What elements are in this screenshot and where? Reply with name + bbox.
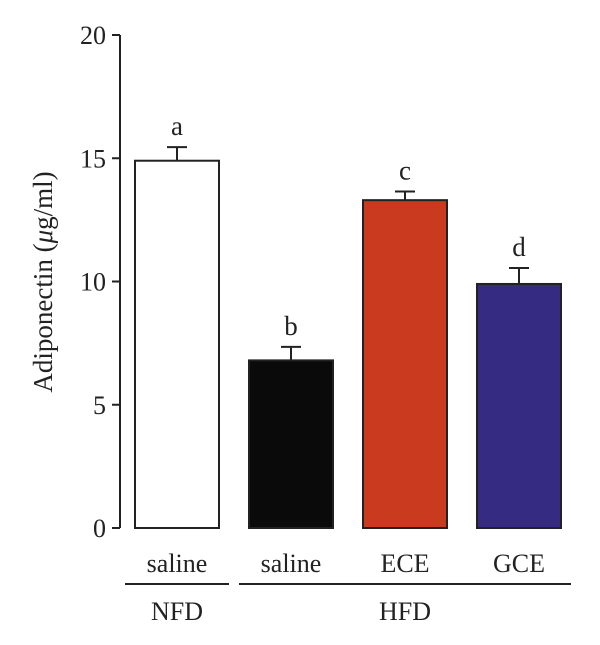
significance-letter: b <box>284 311 298 341</box>
y-tick-label: 20 <box>80 21 106 50</box>
error-bars <box>167 146 529 361</box>
group-label: NFD <box>151 597 203 626</box>
error-bar <box>167 146 187 161</box>
y-axis-label-unit: g/ml) <box>28 171 58 230</box>
y-tick-label: 0 <box>93 514 106 543</box>
category-label: GCE <box>493 549 545 578</box>
significance-letters: a b c d <box>171 111 526 341</box>
error-bar <box>509 266 529 284</box>
y-tick-label: 15 <box>80 144 106 173</box>
group-labels: NFD HFD <box>125 583 571 626</box>
error-bar <box>281 345 301 361</box>
category-labels: saline saline ECE GCE <box>147 549 545 578</box>
y-tick-label: 10 <box>80 268 106 297</box>
significance-letter: c <box>399 156 411 186</box>
bar <box>362 199 448 529</box>
error-bar <box>395 190 415 201</box>
significance-letter: a <box>171 111 183 141</box>
significance-letter: d <box>512 232 526 262</box>
bar <box>476 282 562 529</box>
y-tick-label: 5 <box>93 391 106 420</box>
y-axis-label-main: Adiponectin ( <box>28 243 58 392</box>
y-axis-label: Adiponectin (μg/ml) <box>28 171 58 392</box>
y-axis: 0 5 10 15 20 <box>80 21 121 543</box>
category-label: saline <box>147 549 208 578</box>
bar <box>134 159 220 529</box>
category-label: ECE <box>380 549 429 578</box>
group-label: HFD <box>379 597 431 626</box>
category-label: saline <box>261 549 322 578</box>
y-axis-label-greek: μ <box>28 230 58 245</box>
bars <box>134 159 562 529</box>
bar <box>248 359 334 529</box>
